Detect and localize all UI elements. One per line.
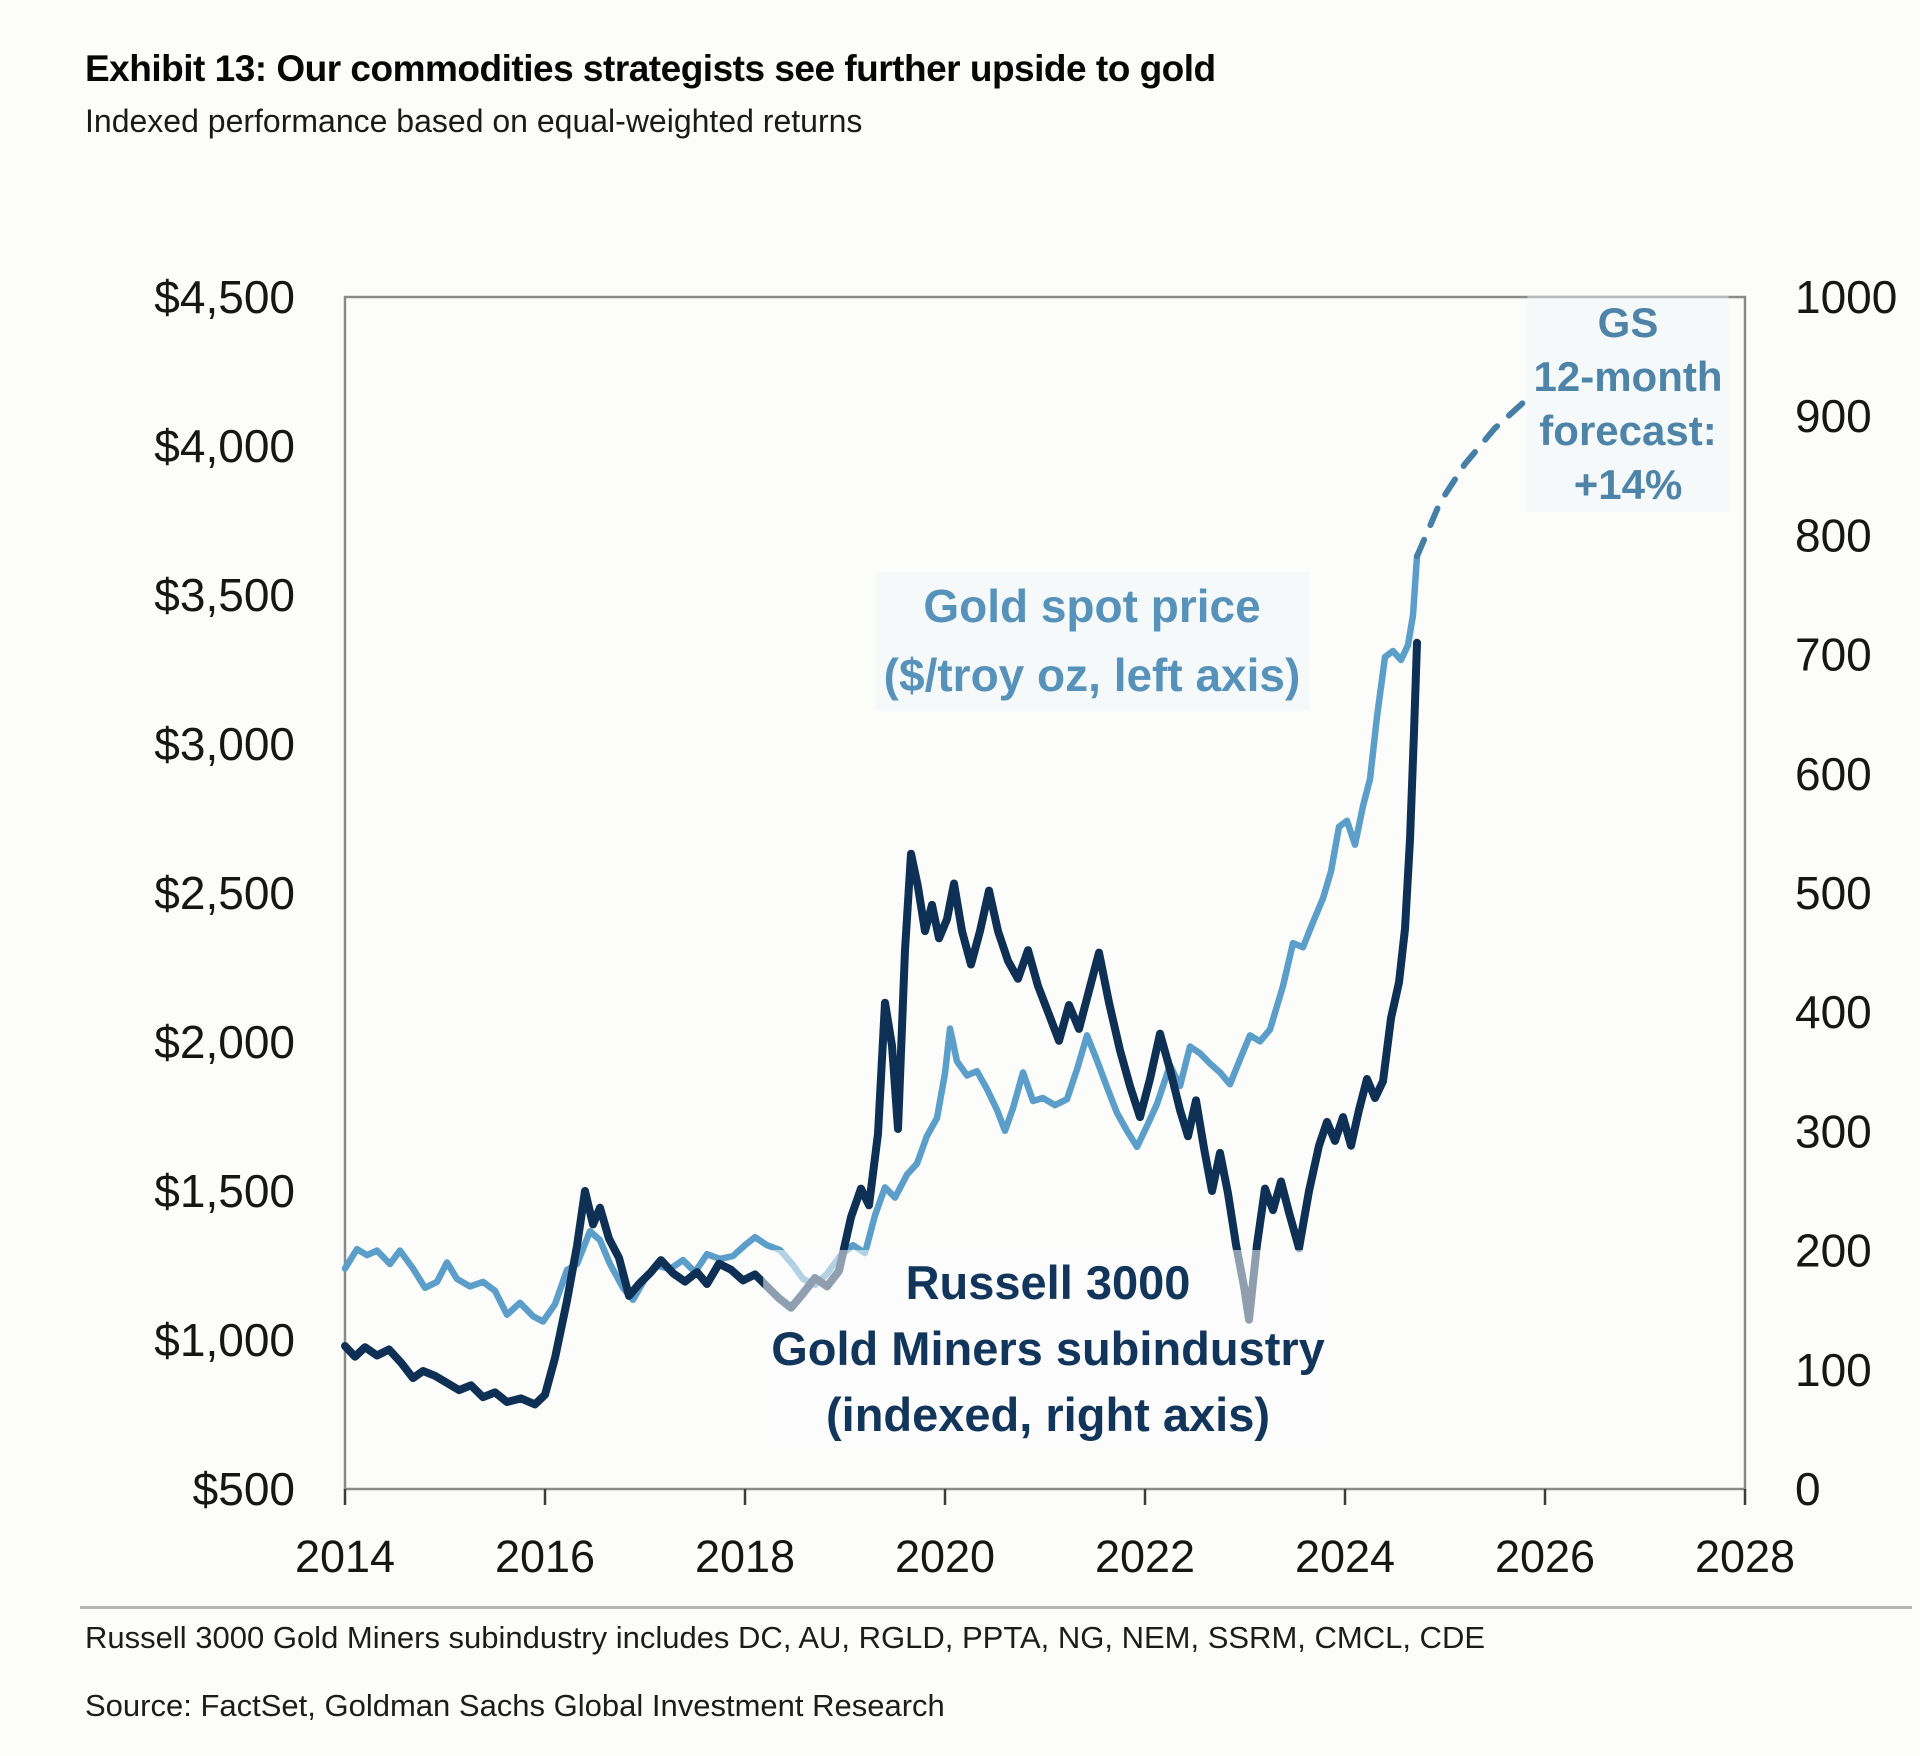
plot-frame: [343, 295, 1747, 1491]
page-title: Exhibit 13: Our commodities strategists …: [85, 48, 1216, 89]
miners-series-label-line1: Russell 3000: [905, 1256, 1191, 1309]
footnote-divider: [80, 1606, 1912, 1609]
gold-series-label: Gold spot price ($/troy oz, left axis): [875, 572, 1309, 710]
forecast-annotation-line1: GS: [1597, 299, 1659, 346]
right-axis-tick-label: 900: [1795, 390, 1872, 442]
forecast-annotation-line2: 12-month: [1533, 353, 1723, 400]
right-axis-tick-label: 200: [1795, 1225, 1872, 1277]
x-tick-label: 2014: [295, 1531, 395, 1582]
left-axis-tick-label: $4,500: [154, 271, 295, 323]
right-axis-tick-label: 0: [1795, 1463, 1821, 1515]
miners-series-label: Russell 3000 Gold Miners subindustry (in…: [763, 1250, 1333, 1448]
left-axis-tick-label: $2,500: [154, 867, 295, 919]
right-axis-tick-label: 400: [1795, 986, 1872, 1038]
left-axis-tick-label: $3,500: [154, 569, 295, 621]
left-axis-tick-label: $4,000: [154, 420, 295, 472]
right-axis-tick-label: 700: [1795, 629, 1872, 681]
right-axis-tick-label: 800: [1795, 509, 1872, 561]
x-tick-label: 2026: [1495, 1531, 1595, 1582]
x-tick-label: 2016: [495, 1531, 595, 1582]
chart-footnote: Russell 3000 Gold Miners subindustry inc…: [85, 1620, 1486, 1655]
gold-series-label-line1: Gold spot price: [923, 580, 1261, 632]
source-line: Source: FactSet, Goldman Sachs Global In…: [85, 1688, 945, 1723]
gold-series-label-line2: ($/troy oz, left axis): [883, 649, 1301, 701]
miners-series-label-line2: Gold Miners subindustry: [771, 1322, 1325, 1375]
forecast-annotation-line4: +14%: [1573, 461, 1683, 508]
page-subtitle: Indexed performance based on equal-weigh…: [85, 103, 863, 139]
right-axis-tick-label: 300: [1795, 1105, 1872, 1157]
right-axis-tick-label: 600: [1795, 748, 1872, 800]
forecast-annotation-line3: forecast:: [1539, 407, 1717, 454]
forecast-annotation: GS 12-month forecast: +14%: [1527, 296, 1729, 512]
miners-series-label-line3: (indexed, right axis): [826, 1388, 1270, 1441]
left-axis-tick-label: $500: [193, 1463, 295, 1515]
x-tick-label: 2024: [1295, 1531, 1395, 1582]
x-tick-label: 2020: [895, 1531, 995, 1582]
left-axis-tick-label: $1,000: [154, 1314, 295, 1366]
x-tick-label: 2018: [695, 1531, 795, 1582]
right-axis-tick-label: 100: [1795, 1344, 1872, 1396]
gold-spot-price-line: [341, 553, 1421, 1325]
right-axis-tick-label: 500: [1795, 867, 1872, 919]
gold-miners-index-line: [341, 638, 1421, 1409]
left-axis-tick-label: $3,000: [154, 718, 295, 770]
left-axis-tick-label: $1,500: [154, 1165, 295, 1217]
x-tick-label: 2028: [1695, 1531, 1795, 1582]
right-axis-tick-label: 1000: [1795, 271, 1897, 323]
left-axis-tick-label: $2,000: [154, 1016, 295, 1068]
forecast-dashed-line: [1414, 399, 1526, 560]
x-tick-label: 2022: [1095, 1531, 1195, 1582]
